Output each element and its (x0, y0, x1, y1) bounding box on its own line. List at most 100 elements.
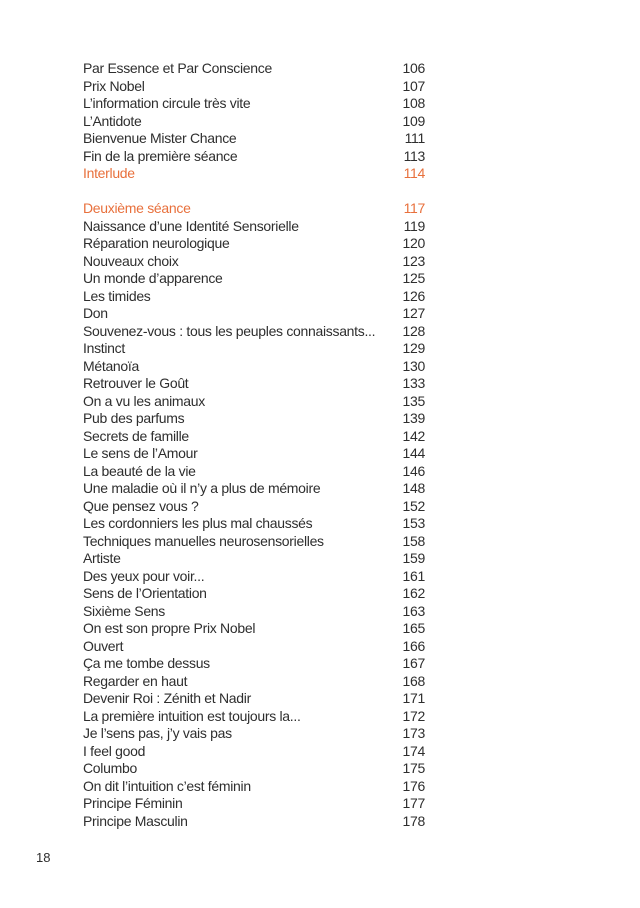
toc-entry-page: 142 (402, 427, 426, 444)
toc-entry-title: Principe Masculin (83, 812, 188, 829)
toc-row: La beauté de la vie 146 (83, 463, 425, 481)
toc-entry-page: 120 (402, 235, 426, 251)
toc-entry-title: Don (83, 305, 108, 321)
toc-entry-page: 175 (402, 760, 426, 776)
toc-entry-title: L’information circule très vite (83, 95, 251, 111)
toc-row: Une maladie où il n’y a plus de mémoire … (83, 480, 425, 498)
toc-row: Naissance d’une Identité Sensorielle 119 (83, 218, 425, 236)
toc-entry-title: Columbo (83, 760, 137, 776)
toc-entry-title: Naissance d’une Identité Sensorielle (83, 217, 299, 234)
toc-entry-page: 178 (402, 812, 426, 829)
toc-entry-page: 125 (402, 270, 426, 286)
toc-entry-page: 129 (402, 340, 426, 356)
toc-entry-page: 153 (402, 515, 426, 531)
toc-entry-page: 146 (402, 462, 426, 479)
toc-entry-title: Une maladie où il n’y a plus de mémoire (83, 480, 321, 496)
toc-entry-page: 168 (402, 672, 426, 689)
toc-entry-title: Instinct (83, 340, 125, 356)
toc-entry-page: 174 (402, 742, 426, 759)
toc-row: Ça me tombe dessus 167 (83, 655, 425, 673)
toc-row: Je l’sens pas, j’y vais pas 173 (83, 725, 425, 743)
toc-row: Pub des parfums 139 (83, 410, 425, 428)
toc-row: Principe Féminin 177 (83, 795, 425, 813)
table-of-contents: Par Essence et Par Conscience 106 Prix N… (83, 60, 425, 830)
toc-entry-page: 171 (402, 690, 426, 706)
toc-row: Fin de la première séance 113 (83, 148, 425, 166)
toc-row: Métanoïa 130 (83, 358, 425, 376)
toc-entry-title: Que pensez vous ? (83, 497, 199, 514)
toc-entry-page: 133 (402, 375, 426, 391)
toc-entry-title: On est son propre Prix Nobel (83, 620, 256, 636)
toc-row: I feel good 174 (83, 743, 425, 761)
toc-row: Techniques manuelles neurosensorielles 1… (83, 533, 425, 551)
toc-entry-page: 172 (402, 707, 426, 724)
toc-entry-title: Nouveaux choix (83, 252, 179, 269)
toc-entry-title: Retrouver le Goût (83, 375, 189, 391)
toc-entry-title: Sens de l’Orientation (83, 585, 207, 601)
toc-entry-title: Je l’sens pas, j’y vais pas (83, 725, 232, 741)
toc-entry-title: Des yeux pour voir... (83, 567, 205, 584)
toc-row: Souvenez-vous : tous les peuples connais… (83, 323, 425, 341)
toc-row: Regarder en haut 168 (83, 673, 425, 691)
toc-entry-title: Deuxième séance (83, 200, 191, 216)
toc-row: Secrets de famille 142 (83, 428, 425, 446)
toc-row: La première intuition est toujours la...… (83, 708, 425, 726)
toc-row: L’Antidote 109 (83, 113, 425, 131)
toc-entry-page: 159 (402, 550, 426, 566)
toc-entry-title: Interlude (83, 165, 135, 181)
toc-entry-page: 109 (402, 112, 426, 129)
toc-row: Nouveaux choix 123 (83, 253, 425, 271)
toc-entry-page: 148 (402, 480, 426, 496)
toc-entry-title: Techniques manuelles neurosensorielles (83, 532, 324, 549)
toc-row: On est son propre Prix Nobel 165 (83, 620, 425, 638)
toc-entry-title: Devenir Roi : Zénith et Nadir (83, 690, 251, 706)
toc-row: Un monde d’apparence 125 (83, 270, 425, 288)
toc-row: Devenir Roi : Zénith et Nadir 171 (83, 690, 425, 708)
toc-row: Les timides 126 (83, 288, 425, 306)
toc-entry-title: Les timides (83, 287, 151, 304)
toc-entry-page: 107 (402, 77, 426, 94)
toc-entry-title: Regarder en haut (83, 672, 188, 689)
toc-row: Bienvenue Mister Chance 111 (83, 130, 425, 148)
toc-row: Columbo 175 (83, 760, 425, 778)
toc-entry-page: 177 (402, 795, 426, 811)
toc-entry-page: 167 (402, 655, 426, 671)
toc-row: Sixième Sens 163 (83, 603, 425, 621)
toc-entry-title: Le sens de l’Amour (83, 445, 198, 461)
toc-entry-page: 108 (402, 95, 426, 111)
toc-row: Ouvert 166 (83, 638, 425, 656)
toc-entry-page: 106 (402, 60, 426, 76)
toc-row: Don 127 (83, 305, 425, 323)
toc-entry-title: Souvenez-vous : tous les peuples connais… (83, 322, 376, 339)
toc-entry-title: On a vu les animaux (83, 392, 205, 409)
toc-row: Les cordonniers les plus mal chaussés 15… (83, 515, 425, 533)
toc-entry-title: Les cordonniers les plus mal chaussés (83, 515, 313, 531)
toc-entry-title: Ouvert (83, 637, 124, 654)
toc-entry-title: Artiste (83, 550, 121, 566)
toc-row: Prix Nobel 107 (83, 78, 425, 96)
toc-entry-page: 127 (402, 305, 426, 321)
toc-entry-page: 162 (402, 585, 426, 601)
toc-entry-page: 166 (402, 637, 426, 654)
toc-entry-page: 158 (402, 532, 426, 549)
toc-entry-page: 128 (402, 322, 426, 339)
toc-entry-title: La première intuition est toujours la... (83, 707, 301, 724)
toc-row: Réparation neurologique 120 (83, 235, 425, 253)
toc-row: Le sens de l’Amour 144 (83, 445, 425, 463)
toc-entry-title: Ça me tombe dessus (83, 655, 210, 671)
toc-entry-title: Réparation neurologique (83, 235, 230, 251)
toc-section: Par Essence et Par Conscience 106 Prix N… (83, 60, 425, 183)
toc-row: Artiste 159 (83, 550, 425, 568)
page-number: 18 (36, 850, 51, 865)
toc-entry-page: 111 (404, 130, 426, 146)
toc-entry-page: 123 (402, 252, 426, 269)
toc-entry-page: 130 (402, 357, 426, 374)
toc-entry-page: 165 (402, 620, 426, 636)
toc-entry-title: I feel good (83, 742, 146, 759)
toc-entry-title: On dit l’intuition c’est féminin (83, 777, 251, 794)
toc-entry-page: 139 (402, 410, 426, 426)
toc-entry-title: Par Essence et Par Conscience (83, 60, 272, 76)
toc-entry-page: 161 (402, 567, 426, 584)
toc-entry-page: 144 (402, 445, 426, 461)
